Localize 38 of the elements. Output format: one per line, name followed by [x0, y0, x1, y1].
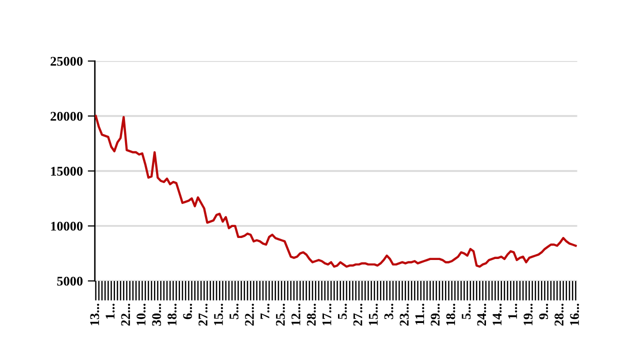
x-tick-label: 6... — [183, 304, 192, 320]
y-tick-label: 10000 — [51, 222, 83, 231]
x-tick-label: 11... — [415, 304, 424, 324]
x-tick-label: 15... — [368, 304, 378, 326]
x-tick-label: 14... — [492, 304, 502, 326]
x-tick-label: 19... — [524, 304, 533, 326]
x-tick-label: 25... — [276, 304, 285, 326]
x-tick-label: 5... — [462, 304, 471, 320]
x-tick-label: 10... — [136, 304, 146, 326]
x-tick-label: 13... — [90, 304, 100, 326]
y-tick-label: 5000 — [57, 276, 83, 286]
x-tick-label: 1... — [508, 304, 518, 319]
x-tick-label: 24... — [477, 304, 486, 326]
y-tick-label: 25000 — [50, 56, 83, 66]
x-tick-label: 23... — [400, 304, 409, 326]
x-tick-label: 3... — [384, 304, 394, 320]
x-tick-label: 5... — [338, 304, 347, 320]
x-tick-label: 22... — [245, 304, 254, 326]
x-tick-label: 17... — [322, 304, 332, 326]
x-tick-label: 28... — [554, 304, 564, 326]
x-tick-label: 29... — [430, 304, 440, 326]
x-tick-label: 7... — [260, 304, 270, 319]
x-tick-label: 12... — [291, 304, 300, 326]
x-tick-label: 18... — [168, 304, 177, 326]
x-tick-label: 22... — [121, 304, 130, 326]
x-tick-label: 9... — [539, 304, 548, 320]
x-tick-label: 18... — [446, 304, 456, 326]
x-tick-label: 16... — [570, 304, 580, 326]
x-tick-label: 27... — [353, 304, 362, 326]
x-tick-label: 5... — [230, 304, 238, 320]
x-tick-label: 30... — [152, 304, 162, 326]
x-tick-label: 15... — [214, 304, 223, 326]
line-series — [94, 114, 577, 268]
x-tick-label: 1... — [106, 304, 115, 319]
x-tick-label: 28... — [306, 304, 316, 326]
x-tick-label: 27... — [198, 304, 208, 326]
y-tick-label: 15000 — [51, 166, 83, 176]
y-tick-label: 20000 — [50, 112, 83, 121]
